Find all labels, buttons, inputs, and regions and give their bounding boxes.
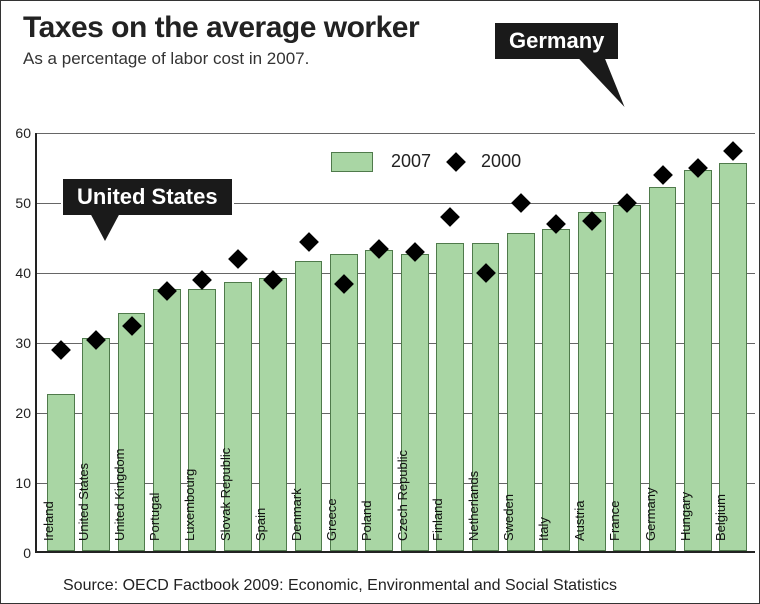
legend: 2007 2000: [331, 151, 521, 172]
callout-pointer-de: [575, 55, 638, 107]
callout-pointer-us: [89, 211, 121, 241]
y-tick-label: 0: [23, 545, 31, 561]
category-label: Ireland: [41, 501, 56, 541]
category-label: Sweden: [501, 494, 516, 541]
chart-title: Taxes on the average worker: [23, 11, 419, 45]
y-tick-label: 60: [15, 125, 31, 141]
title-block: Taxes on the average worker As a percent…: [23, 11, 419, 69]
source-text: Source: OECD Factbook 2009: Economic, En…: [63, 577, 617, 595]
category-label: Hungary: [678, 492, 693, 541]
category-label: France: [607, 501, 622, 541]
category-label: Italy: [536, 517, 551, 541]
chart-frame: Taxes on the average worker As a percent…: [0, 0, 760, 604]
y-tick-label: 40: [15, 265, 31, 281]
y-tick-label: 30: [15, 335, 31, 351]
legend-label-2000: 2000: [481, 151, 521, 172]
callout-germany: Germany: [493, 21, 620, 61]
category-label: Austria: [572, 501, 587, 541]
category-label: United States: [76, 463, 91, 541]
y-axis-labels: 0102030405060: [7, 133, 35, 553]
category-label: Luxembourg: [182, 469, 197, 541]
category-label: Slovak Republic: [218, 448, 233, 541]
callout-label-us: United States: [61, 177, 234, 217]
y-tick-label: 20: [15, 405, 31, 421]
category-label: Germany: [643, 488, 658, 541]
legend-swatch-2000: [446, 152, 466, 172]
category-label: Portugal: [147, 493, 162, 541]
y-tick-label: 50: [15, 195, 31, 211]
callout-united-states: United States: [61, 177, 234, 217]
legend-swatch-2007: [331, 152, 373, 172]
category-label: United Kingdom: [112, 449, 127, 542]
category-label: Czech Republic: [395, 450, 410, 541]
category-label: Denmark: [289, 488, 304, 541]
legend-label-2007: 2007: [391, 151, 431, 172]
y-tick-label: 10: [15, 475, 31, 491]
category-label: Belgium: [713, 494, 728, 541]
bar: [719, 163, 747, 552]
category-label: Finland: [430, 498, 445, 541]
category-label: Poland: [359, 501, 374, 541]
bar: [542, 229, 570, 551]
category-label: Netherlands: [466, 471, 481, 541]
bar: [613, 205, 641, 552]
chart-subtitle: As a percentage of labor cost in 2007.: [23, 49, 419, 69]
category-label: Spain: [253, 508, 268, 541]
category-label: Greece: [324, 498, 339, 541]
